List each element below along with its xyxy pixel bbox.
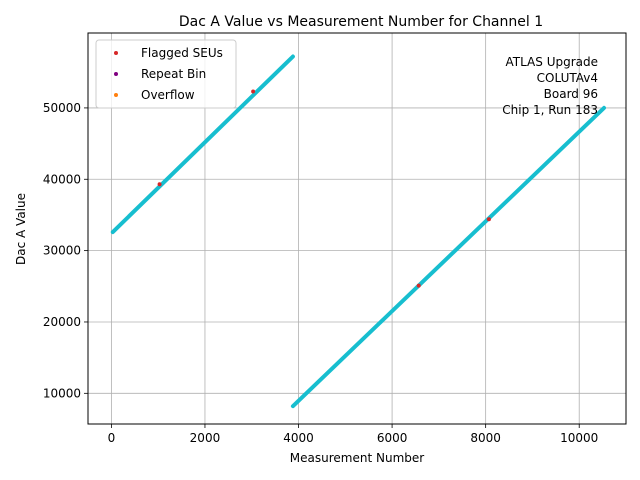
- annotation-line: Chip 1, Run 183: [502, 103, 598, 117]
- y-tick-label: 20000: [43, 315, 81, 329]
- y-ticks: 10000 20000 30000 40000 50000: [43, 101, 88, 400]
- legend-label: Flagged SEUs: [141, 46, 223, 60]
- legend-marker: [114, 93, 118, 97]
- x-tick-label: 10000: [560, 431, 598, 445]
- annotation-line: Board 96: [544, 87, 598, 101]
- flagged-seu-point: [251, 90, 255, 94]
- x-tick-label: 4000: [283, 431, 314, 445]
- run-annotation: ATLAS Upgrade COLUTAv4 Board 96 Chip 1, Run…: [502, 55, 598, 117]
- x-tick-label: 6000: [377, 431, 408, 445]
- y-tick-label: 40000: [43, 172, 81, 186]
- x-ticks: 0 2000 4000 6000 8000 10000: [108, 424, 599, 445]
- y-tick-label: 50000: [43, 101, 81, 115]
- y-axis-label: Dac A Value: [14, 193, 28, 265]
- x-tick-label: 2000: [190, 431, 221, 445]
- x-tick-label: 0: [108, 431, 116, 445]
- legend-marker: [114, 72, 118, 76]
- legend-label: Repeat Bin: [141, 67, 206, 81]
- annotation-line: COLUTAv4: [537, 71, 598, 85]
- flagged-seu-point: [487, 217, 491, 221]
- y-tick-label: 10000: [43, 386, 81, 400]
- y-tick-label: 30000: [43, 244, 81, 258]
- data-series-segment: [293, 108, 604, 406]
- x-axis-label: Measurement Number: [290, 451, 424, 465]
- flagged-seu-point: [158, 182, 162, 186]
- chart-title: Dac A Value vs Measurement Number for Ch…: [179, 14, 543, 30]
- legend-marker: [114, 51, 118, 55]
- legend: Flagged SEUs Repeat Bin Overflow: [96, 40, 236, 108]
- x-tick-label: 8000: [470, 431, 501, 445]
- annotation-line: ATLAS Upgrade: [505, 55, 598, 69]
- flagged-seu-point: [417, 284, 421, 288]
- legend-label: Overflow: [141, 88, 195, 102]
